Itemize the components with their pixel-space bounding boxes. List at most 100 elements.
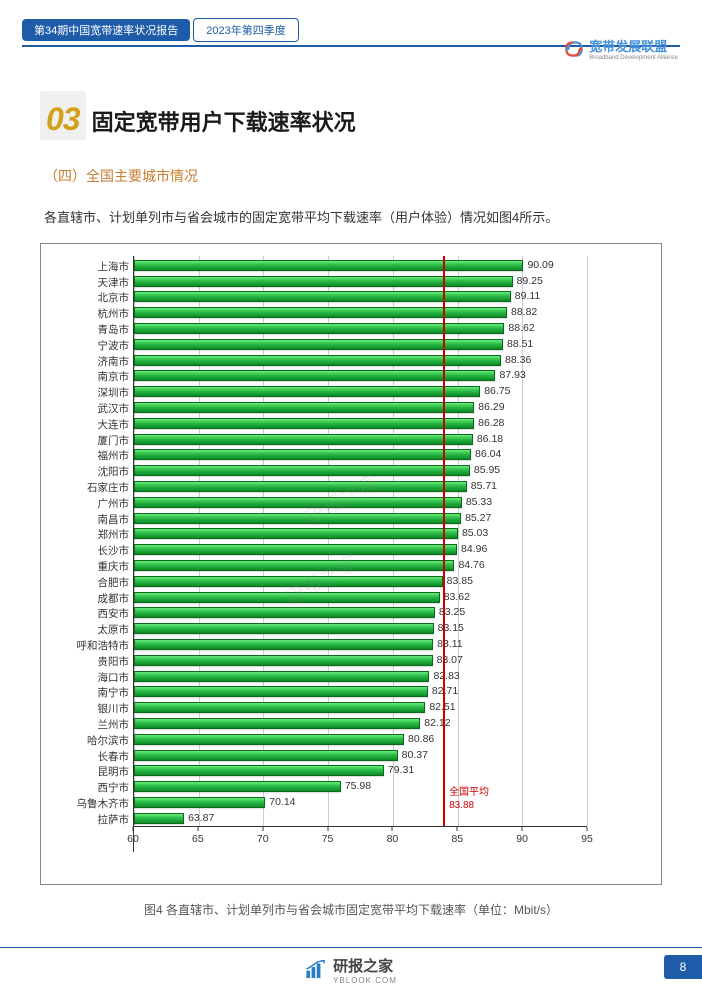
x-tick-label: 75 [322,833,334,845]
city-label: 贵阳市 [98,654,130,669]
x-tick-label: 70 [257,833,269,845]
bar-value: 85.33 [466,496,492,508]
city-label: 南昌市 [98,512,130,527]
bar-value: 83.85 [447,575,473,587]
bar [134,307,507,318]
city-label: 郑州市 [98,527,130,542]
bar-value: 85.03 [462,527,488,539]
x-tick-mark [457,827,458,831]
section-number-box: 03 [40,91,86,140]
bar-value: 90.09 [527,259,553,271]
bar-value: 82.83 [433,670,459,682]
section-title: 固定宽带用户下载速率状况 [92,105,356,137]
average-line [443,256,445,826]
report-tab-right: 2023年第四季度 [193,18,298,42]
bar-value: 80.86 [408,733,434,745]
footer: 研报之家 YBLOOK.COM 8 [0,947,702,991]
city-label: 成都市 [98,591,130,606]
city-label: 石家庄市 [87,480,129,495]
bar-value: 83.07 [437,654,463,666]
bar-value: 88.82 [511,306,537,318]
x-tick-label: 60 [127,833,139,845]
city-label: 呼和浩特市 [77,638,130,653]
section-number: 03 [46,101,80,137]
city-label: 重庆市 [98,559,130,574]
bar [134,260,523,271]
bar [134,623,434,634]
city-label: 海口市 [98,670,130,685]
city-label: 长沙市 [98,543,130,558]
x-tick-mark [262,827,263,831]
city-label: 长春市 [98,749,130,764]
x-tick-mark [392,827,393,831]
bar [134,671,429,682]
page-number: 8 [664,955,702,979]
subsection-title: （四）全国主要城市情况 [0,140,702,186]
footer-text: 研报之家 YBLOOK.COM [333,955,397,985]
x-tick-label: 65 [192,833,204,845]
bar [134,560,454,571]
city-label: 南京市 [98,369,130,384]
bar [134,734,404,745]
bar [134,402,474,413]
city-label: 银川市 [98,701,130,716]
x-tick-label: 80 [387,833,399,845]
x-axis: 6065707580859095 [133,826,587,852]
bar-value: 80.37 [402,749,428,761]
city-label: 大连市 [98,417,130,432]
city-label: 厦门市 [98,433,130,448]
bar-value: 75.98 [345,780,371,792]
intro-text: 各直辖市、计划单列市与省会城市的固定宽带平均下载速率（用户体验）情况如图4所示。 [0,186,702,229]
footer-brand: 研报之家 YBLOOK.COM [305,955,397,985]
city-label: 宁波市 [98,338,130,353]
city-label: 沈阳市 [98,464,130,479]
bar [134,481,467,492]
bar [134,797,265,808]
x-tick-label: 85 [451,833,463,845]
city-label: 广州市 [98,496,130,511]
bar [134,434,473,445]
bar [134,528,458,539]
city-label: 哈尔滨市 [87,733,129,748]
bar [134,750,398,761]
bar [134,576,443,587]
city-label: 武汉市 [98,401,130,416]
bar [134,513,461,524]
bar-value: 86.29 [478,401,504,413]
report-tab-left: 第34期中国宽带速率状况报告 [22,19,190,41]
page-root: 第34期中国宽带速率状况报告 2023年第四季度 宽带发展联盟 Broadban… [0,0,702,991]
x-tick-label: 95 [581,833,593,845]
chart-caption: 图4 各直辖市、计划单列市与省会城市固定宽带平均下载速率（单位：Mbit/s） [0,901,702,918]
bar [134,702,425,713]
city-label: 西安市 [98,606,130,621]
city-label: 天津市 [98,275,130,290]
bar-value: 87.93 [499,369,525,381]
alliance-logo-icon [563,38,585,60]
city-label: 福州市 [98,448,130,463]
bar-value: 85.95 [474,464,500,476]
bar [134,497,462,508]
footer-brand-en: YBLOOK.COM [333,976,397,985]
bar-value: 82.71 [432,685,458,697]
bar [134,718,420,729]
city-label: 上海市 [98,259,130,274]
x-tick-mark [133,827,134,831]
city-label: 深圳市 [98,385,130,400]
x-tick-mark [197,827,198,831]
city-label: 南宁市 [98,685,130,700]
bar [134,386,480,397]
bar [134,291,511,302]
x-tick-mark [587,827,588,831]
bar-value: 86.04 [475,448,501,460]
bar [134,370,495,381]
chart-icon [305,960,327,980]
x-tick-mark [327,827,328,831]
bar-value: 84.96 [461,543,487,555]
average-label: 全国平均83.88 [449,786,489,812]
bar [134,449,471,460]
bar-value: 86.28 [478,417,504,429]
logo-text-cn: 宽带发展联盟 [589,36,678,55]
city-label: 昆明市 [98,764,130,779]
city-label: 兰州市 [98,717,130,732]
bar-value: 82.12 [424,717,450,729]
